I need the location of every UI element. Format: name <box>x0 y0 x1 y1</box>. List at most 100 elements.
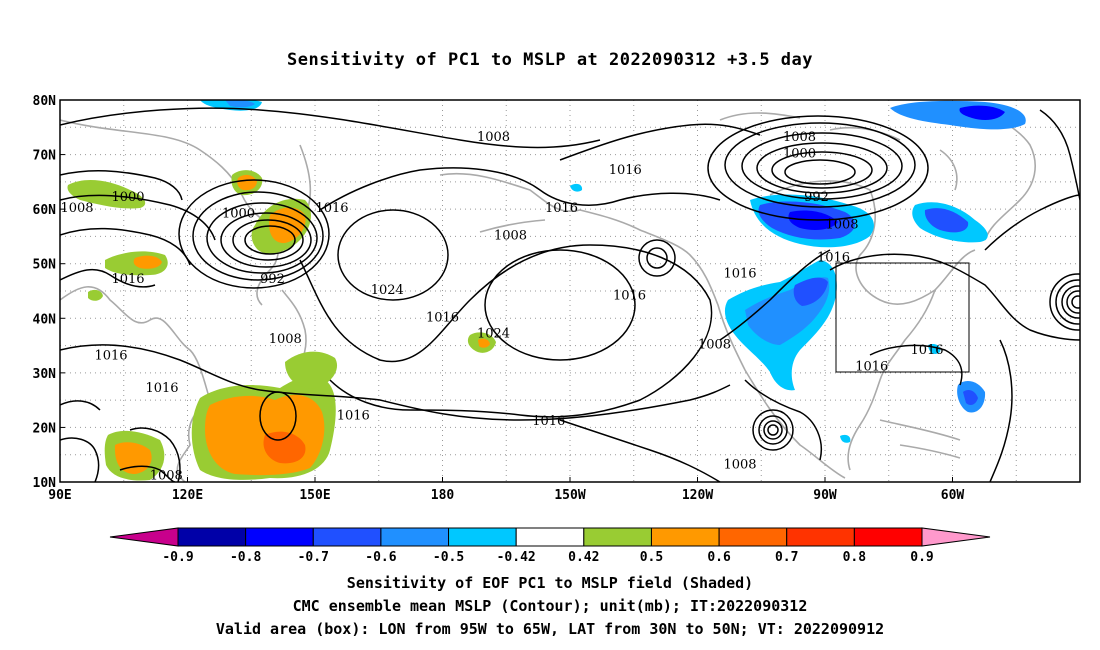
contour-1016-pac <box>319 167 721 211</box>
colorbar-high-triangle <box>921 527 991 547</box>
longitude-label: 90E <box>48 488 71 503</box>
latitude-label: 80N <box>33 94 57 109</box>
contour-label: 1008 <box>825 218 858 233</box>
coast-hudson <box>769 180 976 305</box>
colorbar-segment <box>515 527 585 547</box>
low-kamchatka <box>178 179 330 289</box>
contour-label: 1008 <box>269 332 302 347</box>
contour-labels: 1008 1016 1000 1008 1000 1016 992 1008 1016 1024 1… <box>60 130 943 482</box>
colorbar-segment <box>583 527 652 547</box>
contour-1008-bottom <box>119 465 176 482</box>
contour-1008-scs <box>129 427 181 482</box>
colorbar-tick-label: 0.8 <box>843 550 867 565</box>
colorbar-tick-label: -0.6 <box>365 550 396 565</box>
contour-label: 1024 <box>477 327 510 342</box>
contour-1016-natl2 <box>989 339 1013 482</box>
contour-1016-south <box>60 344 731 421</box>
coast-caribbean <box>879 419 961 459</box>
colorbar-segment <box>718 527 788 547</box>
colorbar-tick-label: 0.6 <box>707 550 731 565</box>
contour-1016-us <box>829 253 1080 341</box>
shade-atlantic-darkblue <box>963 390 978 406</box>
contour-label: 1016 <box>817 250 850 265</box>
contour-1016-mid <box>299 244 713 418</box>
high-1024-west <box>337 209 449 301</box>
contour-label: 1016 <box>111 272 144 287</box>
shade-nw-canada-lightblue <box>570 183 583 192</box>
colorbar-tick-label: -0.5 <box>433 550 464 565</box>
contour-label: 1008 <box>783 130 816 145</box>
colorbar-tick-label: 0.42 <box>568 550 599 565</box>
latitude-label: 10N <box>33 476 57 491</box>
colorbar-segment <box>650 527 720 547</box>
contour-label: 1016 <box>613 288 646 303</box>
colorbar-tick-label: 0.7 <box>775 550 798 565</box>
coast-arctic-islands <box>719 112 958 191</box>
latitude-label: 30N <box>33 367 57 382</box>
contour-label: 1016 <box>94 348 127 363</box>
sensitivity-shading <box>67 100 1026 481</box>
coast-asia <box>60 119 280 482</box>
colorbar: -0.9 -0.8 -0.7 -0.6 -0.5 -0.42 0.42 0.5 0.6 0.7 0.… <box>109 527 991 565</box>
longitude-label: 60W <box>941 488 965 503</box>
longitude-label: 120W <box>682 488 713 503</box>
contour-label: 1008 <box>60 201 93 216</box>
contour-1016-cpac-south <box>559 419 721 482</box>
contour-1008-us <box>719 249 831 341</box>
contour-greenland <box>1039 109 1080 201</box>
colorbar-low-triangle <box>109 527 179 547</box>
shade-greenland-blue1 <box>890 100 1026 130</box>
shade-wpac-green2 <box>285 351 338 389</box>
coast-greenland <box>984 109 1036 241</box>
shade-china-green1 <box>67 179 146 209</box>
longitude-label: 150E <box>299 488 330 503</box>
map-title: Sensitivity of PC1 to MSLP at 2022090312… <box>286 50 813 70</box>
colorbar-segment <box>853 527 923 547</box>
caption-line-3: Valid area (box): LON from 95W to 65W, L… <box>215 620 885 638</box>
colorbar-tick-label: -0.7 <box>298 550 329 565</box>
contour-label: 1016 <box>145 381 178 396</box>
shade-labrador-blue <box>924 208 969 233</box>
coastlines <box>60 109 1036 482</box>
shade-sakhalin-orange <box>269 207 306 244</box>
colorbar-segment <box>380 527 450 547</box>
colorbar-segment <box>786 527 855 547</box>
low-small-gulf <box>646 247 668 269</box>
caption-line-1: Sensitivity of EOF PC1 to MSLP field (Sh… <box>346 574 754 592</box>
contour-label: 992 <box>804 190 829 205</box>
latitude-label: 70N <box>33 149 57 164</box>
shade-mexico-lightblue <box>840 434 851 443</box>
low-hudson <box>707 115 929 221</box>
shade-greenland-blue2 <box>959 105 1005 120</box>
contour-label: 992 <box>260 272 285 287</box>
contour-label: 1008 <box>477 130 510 145</box>
latitude-label: 50N <box>33 258 57 273</box>
contour-1008-mex <box>744 379 822 461</box>
contour-1016-china2 <box>60 227 191 266</box>
colorbar-tick-label: 0.9 <box>910 550 933 565</box>
contour-1008-north <box>60 107 601 149</box>
contour-1016-natl <box>984 194 1080 251</box>
shade-china-green3 <box>88 289 103 301</box>
contour-label: 1016 <box>532 414 565 429</box>
shade-west-us-darkblue <box>793 277 828 306</box>
contour-1000-china <box>60 169 183 201</box>
colorbar-tick-label: 0.5 <box>640 550 663 565</box>
latitude-label: 40N <box>33 312 57 327</box>
mslp-contours <box>60 107 1080 482</box>
contour-label: 1000 <box>111 190 144 205</box>
longitude-labels: 90E 120E 150E 180 150W 120W 90W 60W <box>48 477 964 503</box>
contour-1016-asia <box>60 268 156 288</box>
map-plot-area: 1008 1016 1000 1008 1000 1016 992 1008 1016 1024 1… <box>60 100 1080 482</box>
latitude-label: 20N <box>33 421 57 436</box>
contour-1008-china <box>60 194 216 241</box>
shade-wpac-orange <box>205 394 325 476</box>
contour-label: 1016 <box>855 359 888 374</box>
longitude-label: 90W <box>813 488 837 503</box>
longitude-label: 120E <box>172 488 203 503</box>
contour-label: 1016 <box>315 201 348 216</box>
colorbar-tick-label: -0.8 <box>230 550 261 565</box>
contour-1016-wpac-south <box>60 437 100 482</box>
contour-label: 1008 <box>698 338 731 353</box>
